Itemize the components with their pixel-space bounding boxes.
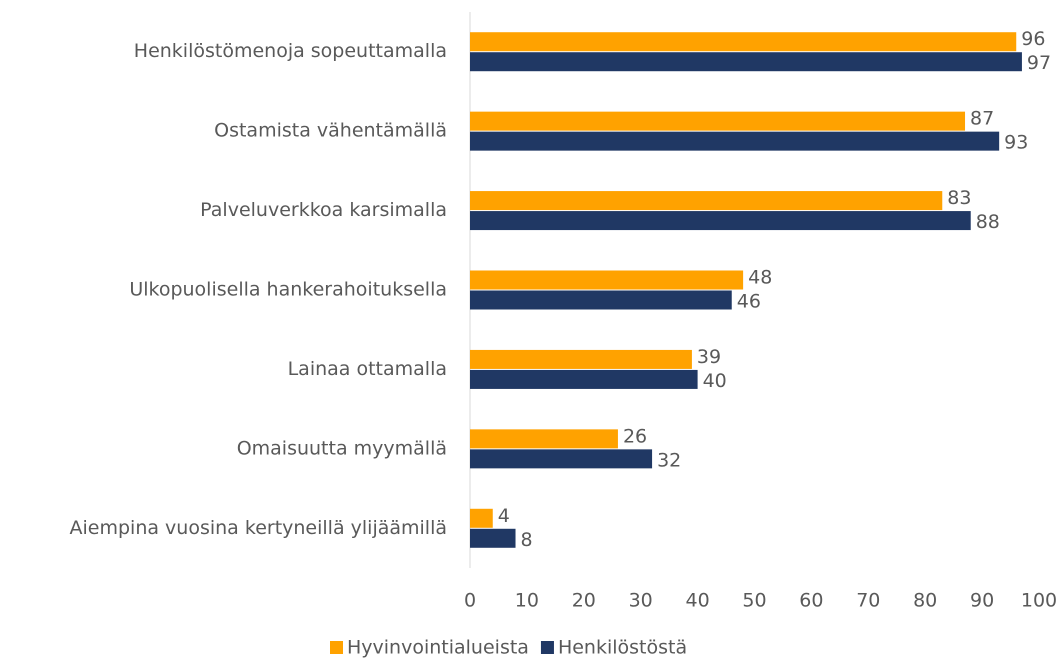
bar [470, 270, 744, 290]
y-tick-label: Omaisuutta myymällä [237, 437, 447, 459]
data-label: 87 [970, 108, 994, 130]
bar [470, 528, 516, 548]
bar [470, 52, 1022, 72]
bar [470, 369, 698, 389]
x-tick-label: 20 [572, 590, 596, 612]
x-tick-label: 40 [686, 590, 710, 612]
data-label: 4 [498, 505, 510, 527]
legend-label: Henkilöstöstä [558, 637, 687, 659]
data-label: 39 [697, 346, 721, 368]
legend-label: Hyvinvointialueista [347, 637, 529, 659]
legend-swatch [540, 641, 554, 654]
data-label: 26 [623, 425, 647, 447]
y-tick-label: Ostamista vähentämällä [214, 120, 447, 142]
y-tick-label: Lainaa ottamalla [288, 358, 447, 380]
x-tick-label: 60 [799, 590, 823, 612]
data-label: 48 [748, 267, 772, 289]
data-label: 97 [1027, 52, 1051, 74]
bar [470, 449, 653, 469]
y-tick-label: Aiempina vuosina kertyneillä ylijäämillä [70, 517, 447, 539]
y-tick-label: Ulkopuolisella hankerahoituksella [129, 279, 447, 301]
bar [470, 211, 971, 231]
bar [470, 131, 1000, 151]
data-label: 46 [737, 291, 761, 313]
data-label: 93 [1004, 132, 1028, 154]
x-tick-label: 30 [629, 590, 653, 612]
data-label: 32 [657, 449, 681, 471]
bar [470, 290, 732, 310]
legend-swatch [330, 641, 343, 654]
x-tick-label: 90 [970, 590, 994, 612]
y-tick-label: Henkilöstömenoja sopeuttamalla [134, 40, 447, 62]
x-tick-label: 70 [856, 590, 880, 612]
y-tick-label: Palveluverkkoa karsimalla [200, 199, 447, 221]
data-label: 88 [976, 211, 1000, 233]
x-tick-label: 0 [464, 590, 476, 612]
bar [470, 349, 692, 369]
x-tick-label: 100 [1021, 590, 1057, 612]
data-label: 8 [521, 529, 533, 551]
x-tick-label: 80 [913, 590, 937, 612]
bar [470, 191, 943, 211]
data-label: 96 [1021, 28, 1045, 50]
data-label: 83 [947, 187, 971, 209]
bar [470, 111, 966, 131]
bar [470, 429, 618, 449]
data-label: 40 [703, 370, 727, 392]
x-tick-label: 50 [742, 590, 766, 612]
x-tick-label: 10 [515, 590, 539, 612]
bar [470, 32, 1017, 52]
bar [470, 508, 493, 528]
